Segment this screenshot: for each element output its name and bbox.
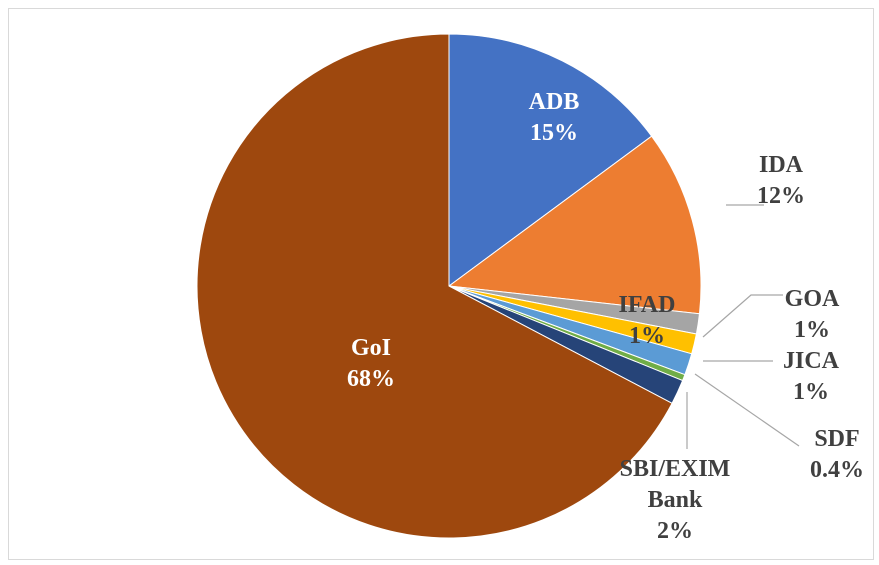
pie-slice-ida <box>447 135 702 315</box>
pie-slice-adb <box>448 33 653 287</box>
data-label-sbi-exim-bank: SBI/EXIM Bank 2% <box>620 456 731 544</box>
data-label-sdf: SDF 0.4% <box>810 426 864 483</box>
data-label-adb: ADB 15% <box>529 89 580 146</box>
chart-frame: ADB 15% IDA 12% IFAD 1% GOA 1% JICA 1% SDF 0.4% SBI/… <box>8 8 874 560</box>
data-label-ifad: IFAD 1% <box>619 292 676 349</box>
pie-slice-goi <box>196 33 673 539</box>
leader-line-sdf <box>694 373 800 447</box>
data-label-ida: IDA 12% <box>757 152 805 209</box>
pie-chart: ADB 15% IDA 12% IFAD 1% GOA 1%JICA 1% SDF 0.4% SBI/… <box>196 33 864 544</box>
leader-line-goa <box>702 294 783 338</box>
data-label-goa: GOA 1% <box>785 286 840 343</box>
data-label-jica: JICA 1% <box>783 348 840 405</box>
data-label-goi: GoI 68% <box>347 335 395 392</box>
